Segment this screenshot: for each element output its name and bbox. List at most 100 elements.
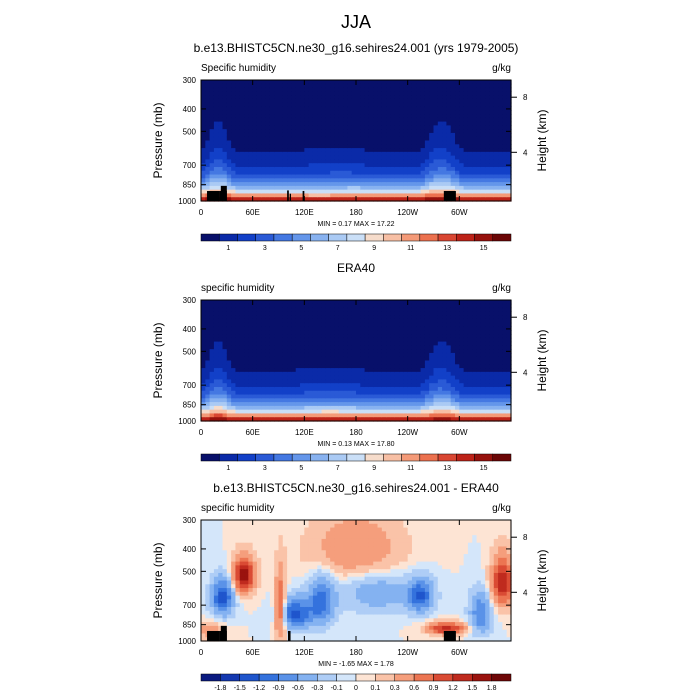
field-cell — [235, 398, 241, 403]
field-cell — [209, 95, 215, 100]
field-cell — [226, 599, 232, 604]
field-cell — [381, 390, 387, 396]
field-cell — [381, 144, 387, 149]
field-cell — [381, 178, 387, 183]
field-cell — [325, 303, 331, 309]
field-cell — [205, 330, 211, 335]
field-cell — [407, 318, 413, 324]
field-cell — [485, 368, 491, 373]
field-cell — [420, 117, 426, 123]
field-cell — [493, 337, 499, 343]
field-cell — [265, 318, 271, 324]
field-cell — [493, 345, 499, 350]
field-cell — [252, 402, 258, 407]
field-cell — [304, 405, 310, 411]
field-cell — [304, 174, 310, 179]
field-cell — [411, 409, 417, 415]
field-cell — [325, 185, 331, 191]
field-cell — [476, 182, 482, 187]
field-cell — [330, 315, 336, 320]
field-cell — [261, 174, 267, 179]
field-cell — [235, 341, 241, 346]
field-cell — [390, 189, 396, 195]
colorbar-swatch — [255, 233, 275, 242]
field-cell — [403, 300, 409, 305]
field-cell — [437, 178, 443, 183]
field-cell — [463, 322, 469, 328]
field-cell — [429, 166, 435, 172]
field-cell — [209, 337, 215, 343]
field-cell — [239, 303, 245, 309]
field-cell — [222, 413, 228, 418]
field-cell — [222, 614, 228, 619]
field-cell — [416, 91, 422, 96]
field-cell — [476, 300, 482, 305]
field-cell — [399, 345, 404, 350]
field-cell — [252, 155, 258, 161]
field-cell — [472, 170, 478, 176]
field-cell — [231, 311, 237, 316]
field-cell — [201, 189, 206, 195]
field-cell — [446, 129, 452, 134]
field-cell — [368, 98, 374, 104]
field-cell — [248, 322, 254, 328]
field-cell — [351, 95, 357, 100]
field-cell — [502, 303, 508, 309]
field-cell — [373, 174, 379, 179]
field-cell — [304, 318, 310, 324]
field-cell — [502, 189, 508, 195]
field-cell — [416, 166, 422, 172]
field-cell — [239, 117, 245, 123]
field-cell — [330, 368, 336, 373]
field-cell — [278, 318, 284, 324]
field-cell — [338, 315, 344, 320]
field-cell — [205, 402, 211, 407]
field-cell — [390, 364, 396, 369]
field-cell — [256, 334, 262, 339]
field-cell — [248, 166, 254, 172]
colorbar-swatch — [419, 233, 439, 242]
field-cell — [261, 375, 267, 381]
field-cell — [222, 520, 228, 525]
field-cell — [493, 159, 499, 164]
field-cell — [502, 334, 508, 339]
field-cell — [356, 326, 361, 331]
field-cell — [485, 80, 491, 85]
field-cell — [269, 417, 275, 422]
field-cell — [450, 368, 456, 373]
field-cell — [485, 166, 491, 172]
field-cell — [222, 315, 228, 320]
field-cell — [317, 383, 323, 388]
field-cell — [209, 394, 215, 399]
field-cell — [403, 364, 409, 369]
field-cell — [308, 352, 314, 358]
field-cell — [493, 163, 499, 168]
field-cell — [269, 102, 275, 108]
field-cell — [480, 405, 486, 411]
field-cell — [274, 371, 280, 377]
field-cell — [467, 409, 473, 415]
field-cell — [300, 193, 305, 198]
field-cell — [239, 166, 245, 172]
field-cell — [368, 402, 374, 407]
field-cell — [442, 151, 448, 157]
field-cell — [343, 352, 348, 358]
field-cell — [201, 197, 206, 202]
field-cell — [498, 337, 503, 343]
field-cell — [252, 159, 258, 164]
field-cell — [433, 364, 439, 369]
field-cell — [291, 386, 297, 392]
field-cell — [360, 102, 366, 108]
field-cell — [386, 185, 392, 191]
field-cell — [403, 379, 409, 384]
field-cell — [209, 303, 215, 309]
field-cell — [278, 144, 284, 149]
field-cell — [269, 193, 275, 198]
field-cell — [446, 110, 452, 115]
field-cell — [287, 170, 293, 176]
field-cell — [498, 368, 503, 373]
field-cell — [347, 337, 353, 343]
field-cell — [218, 87, 224, 92]
field-cell — [209, 341, 215, 346]
field-cell — [213, 337, 219, 343]
